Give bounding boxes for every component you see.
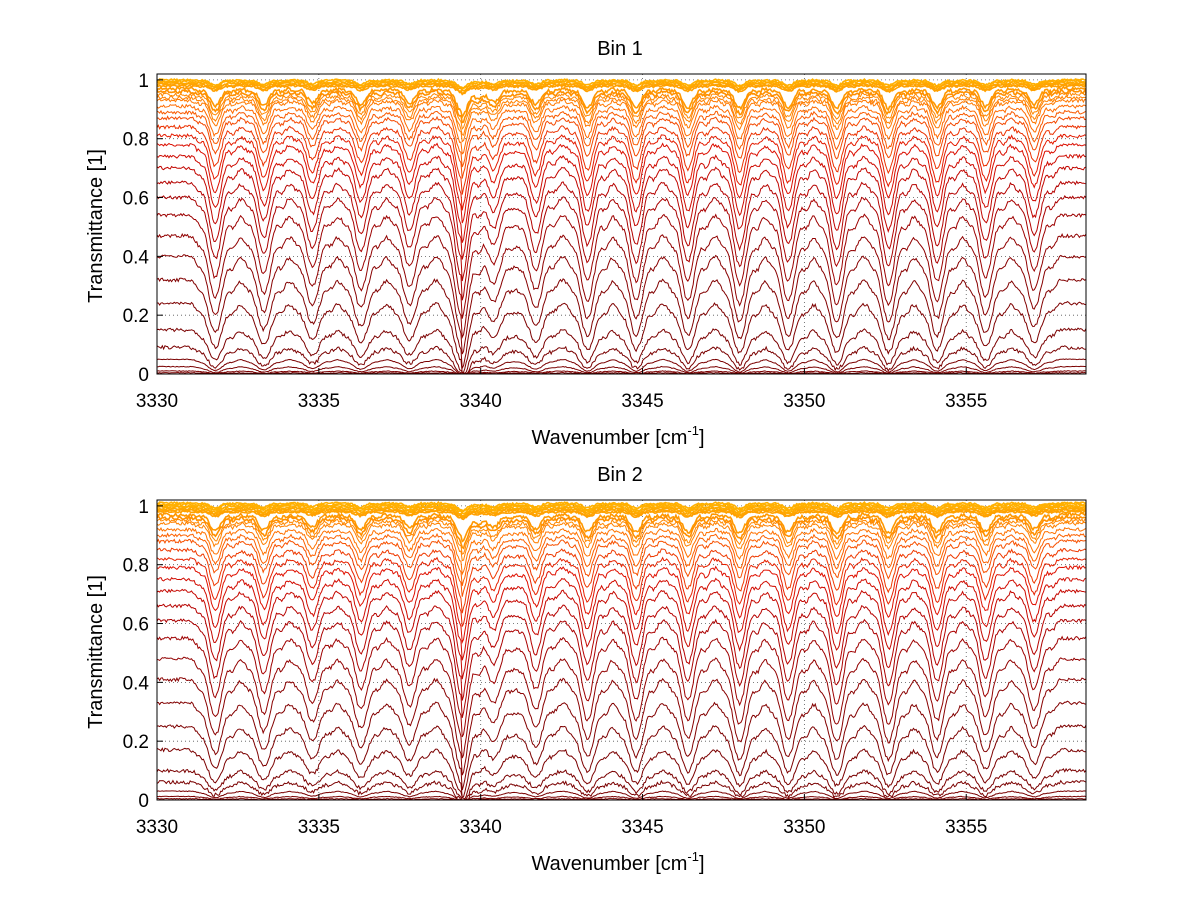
x-tick-label: 3340 [460,391,502,412]
y-tick-label: 0 [138,791,149,812]
y-tick-label: 1 [138,71,149,92]
plot-area [156,500,1087,801]
series-line [156,532,1087,586]
series-line [156,344,1087,375]
series-line [156,92,1087,130]
x-tick-label: 3350 [783,817,825,838]
plot-area [156,77,1087,375]
series-line [156,85,1087,120]
subplot-bin-2: Bin 2 3330 3335 3340 3345 3350 3355 0 0.2 0.4 0.… [85,464,1087,875]
x-tick-label: 3335 [298,391,340,412]
series-line [156,180,1087,282]
y-tick-label: 0.2 [123,732,149,753]
series-line [156,526,1087,576]
x-tick-label: 3340 [460,817,502,838]
series-line [156,520,1087,562]
series-line [156,795,1087,801]
y-tick-label: 0.6 [123,615,149,636]
y-tick-label: 0.2 [123,306,149,327]
x-tick-labels: 3330 3335 3340 3345 3350 3355 [136,794,987,838]
series-line [156,656,1087,759]
y-tick-label: 0.4 [123,247,150,268]
series-line [156,618,1087,719]
x-tick-label: 3345 [621,817,663,838]
x-tick-labels: 3330 3335 3340 3345 3350 3355 [136,368,987,412]
series-line [156,747,1087,800]
series-line [156,124,1087,195]
series-line [156,538,1087,597]
series-line [156,556,1087,627]
series-line [156,109,1087,168]
series-line [156,142,1087,224]
chart-title: Bin 2 [597,464,643,486]
y-tick-label: 0.4 [123,673,150,694]
series-line [156,94,1087,136]
x-axis-label: Wavenumber [cm-1] [531,423,704,449]
axes-frame [156,73,1087,375]
series-line [156,165,1087,260]
series-line [156,212,1087,319]
x-axis-label: Wavenumber [cm-1] [531,849,704,875]
y-tick-label: 0 [138,365,149,386]
y-tick-labels: 0 0.2 0.4 0.6 0.8 1 [123,497,163,812]
y-tick-label: 0.6 [123,189,149,210]
series-line [156,115,1087,179]
series-line [156,103,1087,155]
series-line [156,301,1087,375]
x-tick-label: 3335 [298,817,340,838]
series-line [156,505,1087,518]
series-line [156,277,1087,371]
series-line [156,635,1087,738]
series-line [156,254,1087,355]
chart-title: Bin 1 [597,38,643,60]
series-line [156,518,1087,555]
series-line [156,358,1087,375]
x-tick-label: 3330 [136,391,178,412]
series-line [156,588,1087,680]
series-line [156,97,1087,143]
series-line [156,509,1087,521]
x-tick-label: 3345 [621,391,663,412]
series-line [156,790,1087,801]
series-line [156,547,1087,614]
series-line [156,506,1087,519]
series-line [156,327,1087,374]
series-line [156,82,1087,95]
series-line [156,133,1087,211]
series-line [156,153,1087,243]
y-tick-label: 1 [138,497,149,518]
y-tick-label: 0.8 [123,130,149,151]
x-tick-label: 3350 [783,391,825,412]
series-line [156,195,1087,301]
series-line [156,83,1087,96]
series-line [156,365,1087,375]
series-line [156,511,1087,543]
series-line [156,779,1087,801]
series-line [156,88,1087,124]
series-line [156,77,1087,89]
series-line [156,513,1087,550]
series-line [156,500,1087,512]
series-line [156,232,1087,340]
subplot-bin-1: Bin 1 3330 3335 3340 3345 3350 3355 0 0.2 0.4 0.… [85,38,1087,449]
series-line [156,577,1087,661]
series-line [156,767,1087,801]
series-line [156,603,1087,701]
series-line [156,677,1087,776]
series-line [156,724,1087,799]
x-tick-label: 3355 [945,817,987,838]
x-tick-label: 3355 [945,391,987,412]
y-axis-label: Transmittance [1] [85,575,107,729]
series-line [156,565,1087,645]
y-axis-label: Transmittance [1] [85,149,107,303]
axes-frame [156,499,1087,801]
x-tick-label: 3330 [136,817,178,838]
y-tick-label: 0.8 [123,556,149,577]
series-line [156,700,1087,791]
y-tick-labels: 0 0.2 0.4 0.6 0.8 1 [123,71,163,386]
